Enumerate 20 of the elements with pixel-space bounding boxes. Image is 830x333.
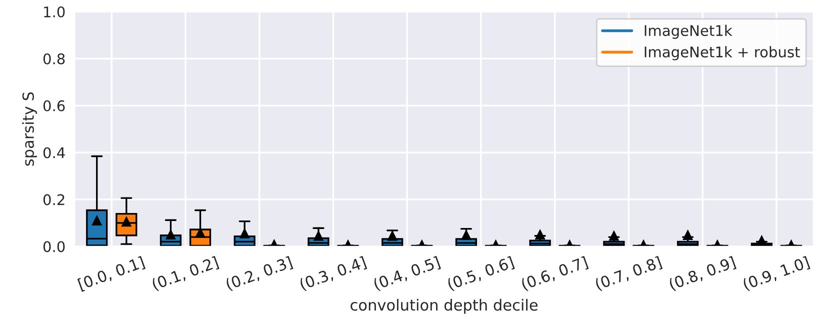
x-tick-label: (0.4, 0.5] xyxy=(372,256,442,292)
x-tick-label: (0.5, 0.6] xyxy=(446,256,515,292)
x-tick-label: (0.3, 0.4] xyxy=(298,256,368,292)
x-tick-label: [0.0, 0.1] xyxy=(77,256,146,292)
x-axis-title: convolution depth decile xyxy=(350,298,538,314)
x-tick-label: (0.7, 0.8] xyxy=(594,256,663,292)
y-axis-title: sparsity S xyxy=(22,92,37,166)
x-tick-label: (0.6, 0.7] xyxy=(520,256,589,292)
y-tick-label: 0.4 xyxy=(43,147,65,158)
legend-label: ImageNet1k + robust xyxy=(644,46,800,60)
x-tick-label: (0.1, 0.2] xyxy=(151,256,220,292)
y-tick-label: 1.0 xyxy=(44,6,65,18)
legend-label: ImageNet1k xyxy=(644,24,732,39)
y-tick-label: 0.2 xyxy=(43,194,64,206)
x-tick-label: (0.9, 1.0] xyxy=(742,256,810,292)
y-tick-label: 0.8 xyxy=(43,53,65,64)
y-tick-label: 0.0 xyxy=(43,241,65,252)
y-tick-label: 0.6 xyxy=(43,100,65,112)
x-tick-label: (0.8, 0.9] xyxy=(668,256,736,292)
x-tick-label: (0.2, 0.3] xyxy=(225,256,294,292)
